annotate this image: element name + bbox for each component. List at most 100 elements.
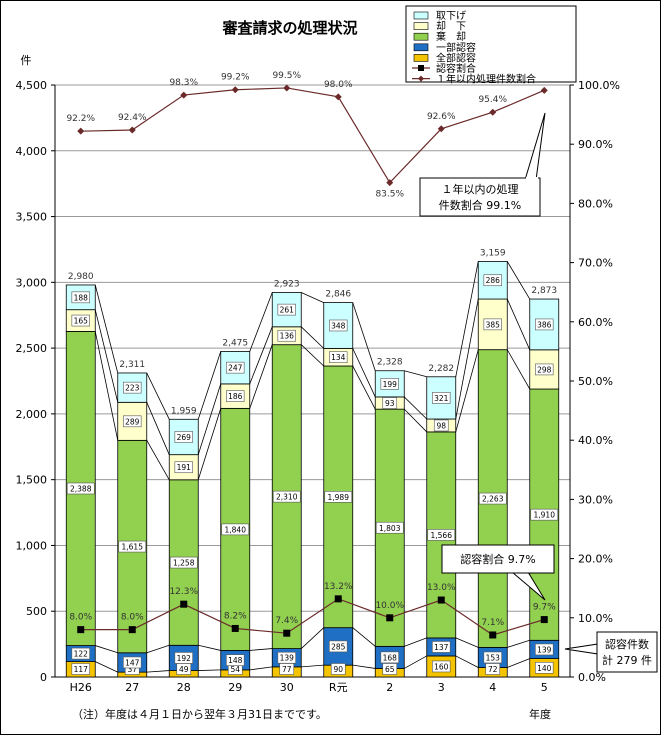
segment-label-box bbox=[324, 491, 353, 503]
line-marker-diamond bbox=[77, 127, 85, 135]
x-tick-label: 3 bbox=[438, 681, 445, 694]
bar-total-label: 2,980 bbox=[68, 272, 94, 282]
segment-label-box bbox=[277, 303, 296, 316]
segment-value-label: 139 bbox=[537, 645, 552, 654]
segment-label-box bbox=[226, 390, 245, 402]
segment-value-label: 1,989 bbox=[328, 493, 350, 502]
line-marker-square bbox=[540, 616, 548, 624]
y-tick-label: 2,500 bbox=[16, 342, 48, 355]
line-marker-diamond bbox=[231, 86, 239, 94]
segment-value-label: 98 bbox=[436, 421, 446, 430]
y-tick-label: 0 bbox=[40, 671, 47, 684]
series-connector bbox=[95, 645, 118, 654]
segment-label-box bbox=[433, 419, 449, 432]
segment-value-label: 223 bbox=[125, 384, 140, 393]
series-connector bbox=[95, 661, 118, 673]
segment-value-label: 1,615 bbox=[122, 543, 144, 552]
segment-value-label: 1,840 bbox=[225, 525, 247, 534]
callout-one-year-line2: 件数割合 99.1% bbox=[439, 198, 521, 212]
segment-value-label: 165 bbox=[74, 317, 89, 326]
legend-swatch bbox=[413, 54, 429, 62]
line-series-one-year-rate bbox=[80, 87, 545, 184]
callout-approval-rate-text: 認容割合 9.7% bbox=[460, 552, 535, 566]
x-tick-label: 4 bbox=[489, 681, 496, 694]
line-point-label: 98.0% bbox=[324, 80, 353, 90]
series-connector bbox=[352, 365, 376, 410]
segment-label-box bbox=[535, 643, 554, 656]
line-marker-square bbox=[128, 626, 136, 634]
line-marker-square bbox=[489, 631, 497, 639]
line-point-label: 12.3% bbox=[169, 587, 198, 597]
series-connector bbox=[300, 344, 325, 367]
segment-value-label: 1,910 bbox=[534, 511, 556, 520]
line-point-label: 92.6% bbox=[427, 112, 456, 122]
segment-label-box bbox=[330, 663, 346, 675]
callout-approval-count-line1: 認容件数 bbox=[605, 637, 649, 651]
legend-box bbox=[405, 5, 577, 83]
series-connector bbox=[455, 261, 479, 377]
y2-tick-label: 20.0% bbox=[578, 553, 613, 566]
segment-value-label: 2,310 bbox=[276, 493, 298, 502]
segment-label-box bbox=[427, 529, 456, 541]
line-point-label: 7.4% bbox=[275, 616, 298, 626]
segment-value-label: 2,388 bbox=[70, 484, 92, 493]
segment-label-box bbox=[483, 274, 502, 287]
bar-total-label: 2,873 bbox=[531, 286, 557, 296]
line-marker-diamond bbox=[334, 93, 342, 101]
segment-value-label: 386 bbox=[537, 320, 552, 329]
segment-value-label: 140 bbox=[537, 664, 552, 673]
bar-total-label: 2,328 bbox=[377, 358, 403, 368]
chart-title: 審査請求の処理状況 bbox=[221, 19, 357, 37]
x-tick-label: 2 bbox=[386, 681, 393, 694]
y-axis-unit: 件 bbox=[21, 54, 32, 67]
line-point-label: 98.3% bbox=[169, 78, 198, 88]
line-marker-square bbox=[437, 596, 445, 604]
legend-label: 棄 却 bbox=[436, 30, 466, 43]
line-point-label: 9.7% bbox=[533, 603, 556, 613]
line-point-label: 7.1% bbox=[481, 618, 504, 628]
segment-label-box bbox=[169, 556, 198, 569]
segment-value-label: 348 bbox=[331, 321, 346, 330]
segment-label-box bbox=[174, 431, 193, 443]
line-marker-square bbox=[334, 595, 342, 603]
segment-label-box bbox=[432, 641, 451, 653]
y-tick-label: 500 bbox=[26, 605, 47, 618]
series-connector bbox=[94, 331, 119, 441]
segment-value-label: 385 bbox=[486, 320, 501, 329]
segment-label-box bbox=[483, 651, 502, 664]
series-connector bbox=[352, 302, 376, 371]
y2-tick-label: 50.0% bbox=[578, 375, 613, 388]
segment-value-label: 188 bbox=[74, 293, 89, 302]
callout-one-year-box bbox=[419, 177, 541, 217]
segment-label-box bbox=[432, 392, 451, 404]
segment-value-label: 186 bbox=[228, 392, 243, 401]
segment-value-label: 1,803 bbox=[379, 524, 401, 533]
legend-swatch bbox=[413, 32, 429, 41]
segment-value-label: 137 bbox=[434, 643, 449, 652]
callout-pointer bbox=[448, 112, 546, 181]
series-connector bbox=[146, 670, 170, 673]
segment-label-box bbox=[174, 461, 193, 474]
segment-value-label: 153 bbox=[486, 653, 501, 662]
segment-value-label: 72 bbox=[488, 665, 498, 674]
series-connector bbox=[197, 351, 222, 420]
y2-tick-label: 60.0% bbox=[578, 316, 613, 329]
segment-value-label: 247 bbox=[228, 364, 243, 373]
legend-marker-square bbox=[418, 65, 424, 71]
y2-tick-label: 100.0% bbox=[578, 79, 620, 92]
series-connector bbox=[404, 370, 427, 378]
series-connector bbox=[455, 349, 479, 433]
series-connector bbox=[146, 402, 170, 455]
line-series-approval-rate bbox=[80, 598, 545, 636]
series-connector bbox=[403, 396, 428, 420]
segment-value-label: 77 bbox=[282, 665, 292, 674]
line-point-label: 8.2% bbox=[224, 611, 247, 621]
segment-label-box bbox=[123, 381, 142, 394]
series-connector bbox=[404, 637, 427, 647]
callout-approval-count-box bbox=[596, 631, 658, 673]
series-connector bbox=[249, 344, 273, 409]
segment-value-label: 1,258 bbox=[173, 559, 195, 568]
y-tick-label: 3,500 bbox=[16, 211, 48, 224]
segment-label-box bbox=[277, 329, 296, 342]
